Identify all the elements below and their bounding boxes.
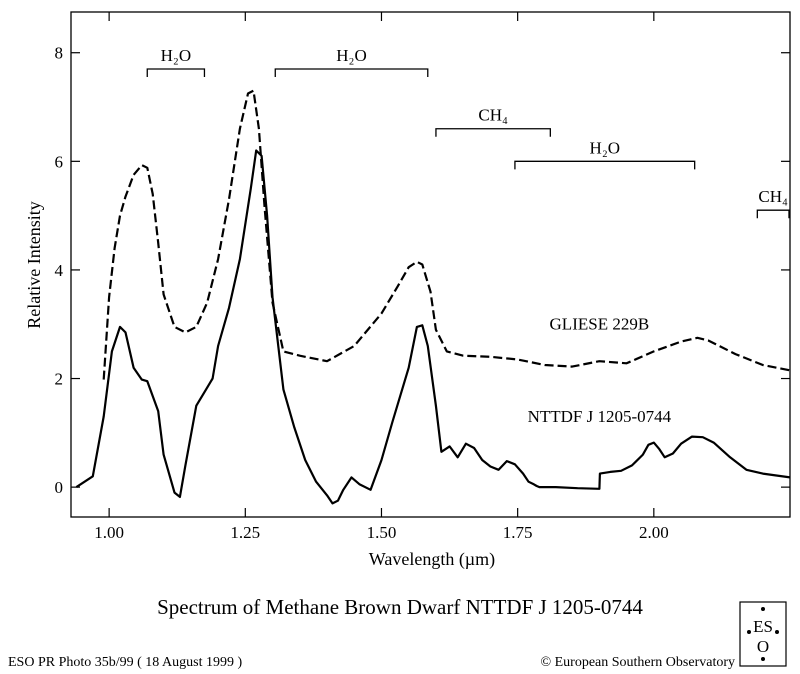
band-bracket <box>514 160 696 170</box>
spectrum-series <box>75 89 791 505</box>
y-tick-label: 0 <box>55 478 64 497</box>
band-bracket <box>274 68 429 78</box>
photo-credit: ESO PR Photo 35b/99 ( 18 August 1999 ) <box>8 655 242 670</box>
x-tick-label: 1.50 <box>367 523 397 542</box>
band-label: H₂O <box>336 46 366 65</box>
chart-title: Spectrum of Methane Brown Dwarf NTTDF J … <box>157 595 643 619</box>
x-tick-label: 2.00 <box>639 523 669 542</box>
plot-frame <box>70 11 791 518</box>
x-axis-label: Wavelength (µm) <box>369 549 495 570</box>
x-tick-label: 1.25 <box>230 523 260 542</box>
y-tick-label: 6 <box>55 152 64 171</box>
copyright-notice: © European Southern Observatory <box>540 655 735 670</box>
series-line <box>75 149 791 505</box>
logo-text-top: ES <box>753 617 773 636</box>
y-tick-label: 8 <box>55 44 64 63</box>
series-labels: GLIESE 229B NTTDF J 1205-0744 <box>528 315 672 426</box>
x-tick-label: 1.00 <box>94 523 124 542</box>
eso-logo: ES O <box>739 601 787 667</box>
star-icon <box>747 607 779 661</box>
band-bracket <box>756 209 790 219</box>
band-label: H₂O <box>161 46 191 65</box>
x-axis-ticks: 1.00 1.25 1.50 1.75 2.00 <box>94 12 669 542</box>
series-label: NTTDF J 1205-0744 <box>528 407 672 426</box>
y-axis-ticks: 0 2 4 6 8 <box>55 44 790 497</box>
band-label: CH₄ <box>478 106 508 125</box>
series-label: GLIESE 229B <box>550 315 650 334</box>
y-tick-label: 4 <box>55 261 64 280</box>
band-label: CH₄ <box>758 187 788 206</box>
logo-text-bottom: O <box>757 637 769 656</box>
x-tick-label: 1.75 <box>503 523 533 542</box>
band-label: H₂O <box>590 138 620 157</box>
absorption-bands: H₂O H₂O CH₄ H₂O CH₄ <box>146 46 790 219</box>
series-line <box>102 89 791 380</box>
band-bracket <box>146 68 206 78</box>
y-tick-label: 2 <box>55 370 64 389</box>
band-bracket <box>435 128 551 137</box>
y-axis-label: Relative Intensity <box>24 201 44 328</box>
